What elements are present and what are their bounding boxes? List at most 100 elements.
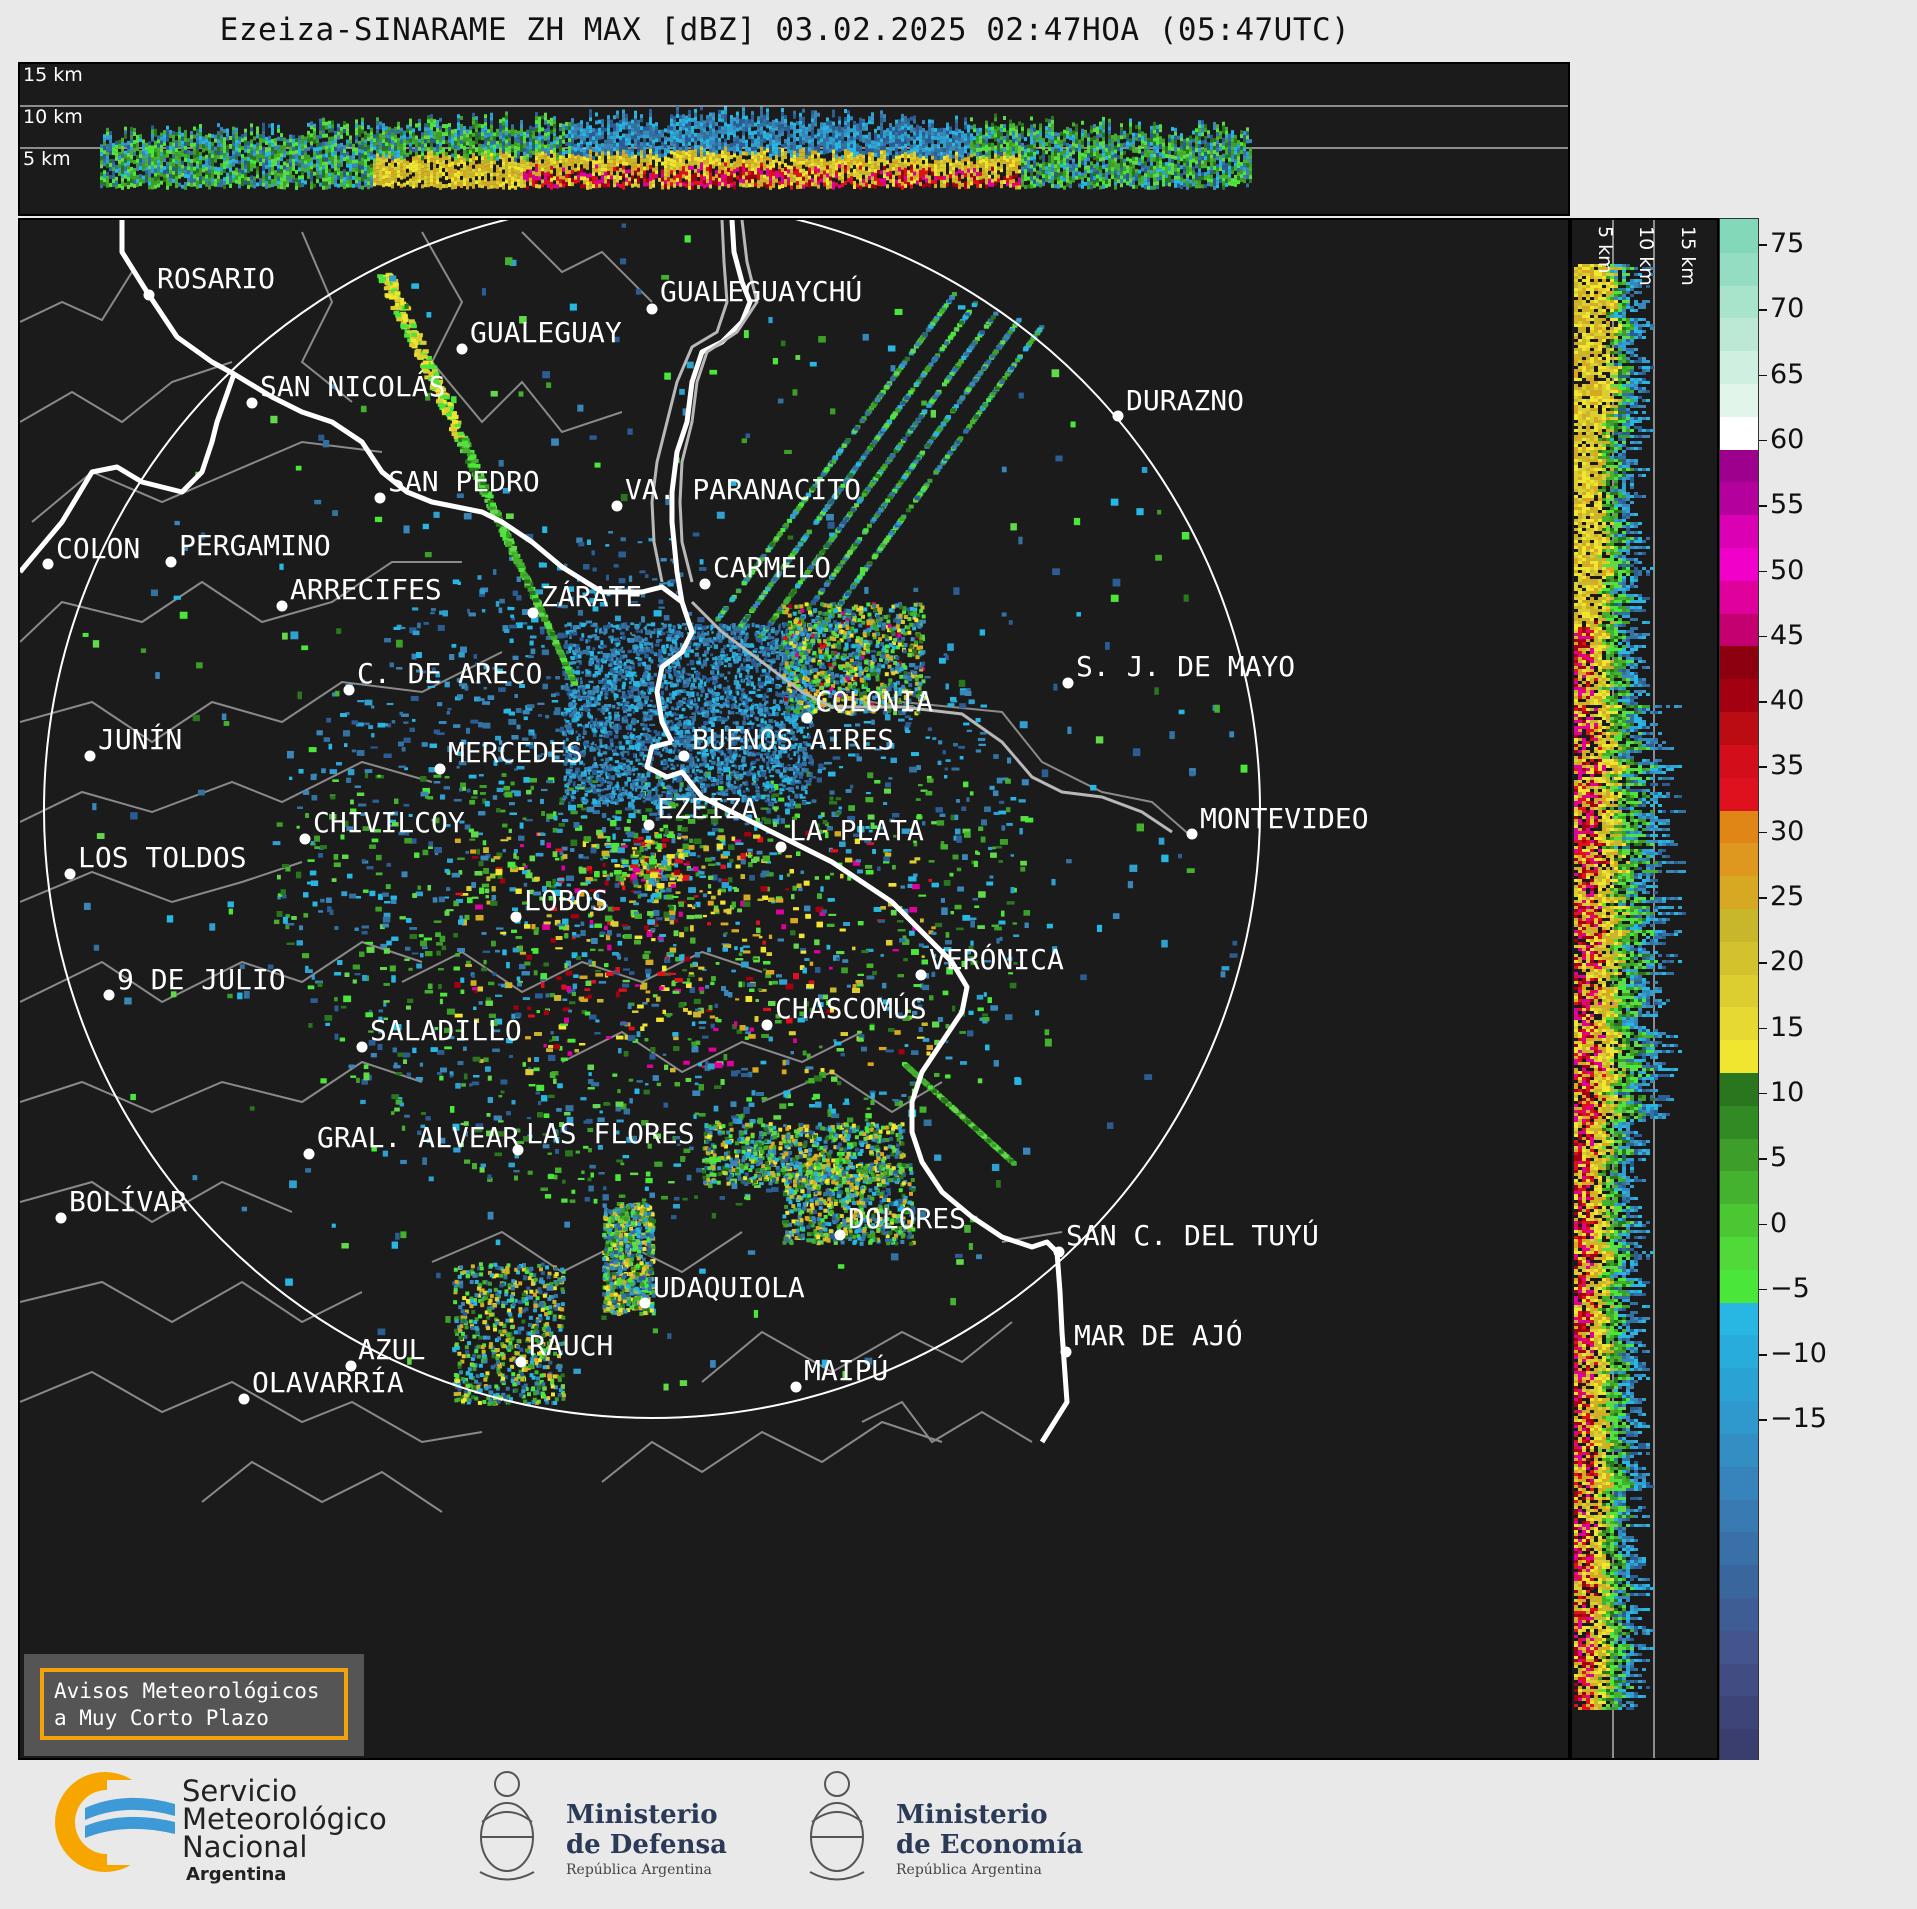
city-marker: SALADILLO [356,1014,522,1053]
city-marker: MAIPÚ [790,1353,888,1393]
city-label: MERCEDES [448,736,583,769]
economia-line-1: Ministerio [896,1800,1048,1830]
colorbar-segment [1720,1596,1758,1631]
warning-service-badge[interactable]: Avisos Meteorológicos a Muy Corto Plazo [24,1654,364,1756]
city-label: ZÁRATE [541,579,642,613]
side-height-profile-panel: 5 km 10 km 15 km [1570,218,1719,1760]
city-dot-icon [238,1393,250,1405]
colorbar-segment [1720,1367,1758,1402]
administrative-boundaries [20,231,1193,1513]
colorbar-segment [1720,842,1758,877]
city-marker: RAUCH [515,1329,613,1368]
city-dot-icon [510,911,522,923]
city-label: UDAQUIOLA [653,1271,805,1304]
colorbar [1719,218,1759,1762]
colorbar-tick-label: 65 [1770,359,1804,390]
city-marker: BOLÍVAR [55,1184,187,1224]
city-dot-icon [775,841,787,853]
colorbar-segment [1720,1498,1758,1533]
city-label: JUNÍN [98,722,182,756]
colorbar-segment [1720,612,1758,647]
city-dot-icon [678,750,690,762]
city-marker: GUALEGUAY [456,316,622,355]
colorbar-tick-mark [1759,831,1767,834]
city-label: LOS TOLDOS [78,841,247,874]
colorbar-tick-label: 35 [1770,750,1804,781]
warning-line-1: Avisos Meteorológicos [54,1678,344,1705]
colorbar-tick-label: −15 [1770,1403,1827,1434]
colorbar-tick-mark [1759,505,1767,507]
defensa-line-1: Ministerio [566,1800,718,1830]
city-dot-icon [456,343,468,355]
colorbar-tick-mark [1759,701,1767,703]
city-label: CARMELO [713,551,831,584]
colorbar-tick-mark [1759,439,1767,442]
city-dot-icon [761,1019,773,1031]
city-label: AZUL [358,1333,425,1366]
colorbar-tick-mark [1759,1223,1767,1225]
colorbar-segment [1720,973,1758,1008]
colorbar-segment [1720,547,1758,581]
city-label: BOLÍVAR [69,1184,187,1218]
city-label: PERGAMINO [179,529,331,562]
city-marker: GRAL. ALVEAR [303,1121,519,1160]
colorbar-tick-label: −5 [1770,1273,1810,1304]
cities-layer: ROSARIO GUALEGUAYCHÚ GUALEGUAY SAN NICOLÁS D… [42,262,1369,1405]
colorbar-tick-label: 50 [1770,555,1804,586]
city-marker: DURAZNO [1112,384,1244,422]
city-marker: MERCEDES [434,736,583,775]
smn-line-4: Argentina [186,1864,286,1885]
city-dot-icon [834,1229,846,1241]
city-label: 9 DE JULIO [117,963,286,996]
colorbar-tick-label: 40 [1770,685,1804,716]
warning-service-label[interactable]: Avisos Meteorológicos a Muy Corto Plazo [40,1668,348,1740]
colorbar-tick-mark [1759,766,1767,768]
radar-map-panel[interactable]: ROSARIO GUALEGUAYCHÚ GUALEGUAY SAN NICOLÁS D… [18,218,1570,1760]
city-label: S. J. DE MAYO [1076,650,1295,683]
colorbar-segment [1720,1006,1758,1041]
colorbar-tick-mark [1759,962,1767,964]
colorbar-segment [1720,678,1758,713]
city-marker: SAN C. DEL TUYÚ [1053,1218,1319,1258]
city-marker: VA. PARANACITO [611,473,861,512]
colorbar-segment [1720,1662,1758,1697]
colorbar-tick-mark [1759,635,1767,638]
city-label: DOLORES [848,1202,966,1235]
colorbar-tick-label: 20 [1770,946,1804,977]
city-dot-icon [374,492,386,504]
colorbar-segment [1720,776,1758,811]
city-dot-icon [699,578,711,590]
colorbar-segment [1720,1104,1758,1139]
colorbar-tick-mark [1759,570,1767,572]
city-marker: GUALEGUAYCHÚ [646,274,862,315]
colorbar-segment [1720,317,1758,352]
colorbar-segment [1720,481,1758,516]
colorbar-segment [1720,579,1758,614]
city-dot-icon [103,989,115,1001]
city-dot-icon [1053,1246,1065,1258]
city-dot-icon [639,1297,651,1309]
city-marker: SAN NICOLÁS [246,369,445,409]
city-marker: S. J. DE MAYO [1062,650,1295,689]
colorbar-segment [1720,1203,1758,1238]
city-marker: LAS FLORES [512,1117,695,1156]
colorbar-tick-label: 5 [1770,1142,1787,1173]
city-label: MAIPÚ [804,1353,888,1387]
colorbar-tick-label: 45 [1770,620,1804,651]
colorbar-tick-mark [1759,897,1767,899]
city-dot-icon [515,1356,527,1368]
city-dot-icon [356,1041,368,1053]
city-marker: MONTEVIDEO [1186,802,1369,840]
colorbar-segment [1720,350,1758,385]
city-label: GUALEGUAY [470,316,622,349]
city-marker: COLONIA [801,685,933,724]
colorbar-segment [1720,743,1758,778]
city-marker: LA PLATA [775,814,924,853]
coastline-and-borders [20,220,1070,1444]
argentina-coat-of-arms-icon [479,1771,535,1881]
colorbar-tick-label: 75 [1770,228,1804,259]
footer-logos: Servicio Meteorológico Nacional Argentin… [0,1760,1917,1909]
colorbar-tick-label: 30 [1770,816,1804,847]
colorbar-tick-label: 0 [1770,1208,1787,1239]
city-marker: CHIVILCOY [299,806,465,845]
